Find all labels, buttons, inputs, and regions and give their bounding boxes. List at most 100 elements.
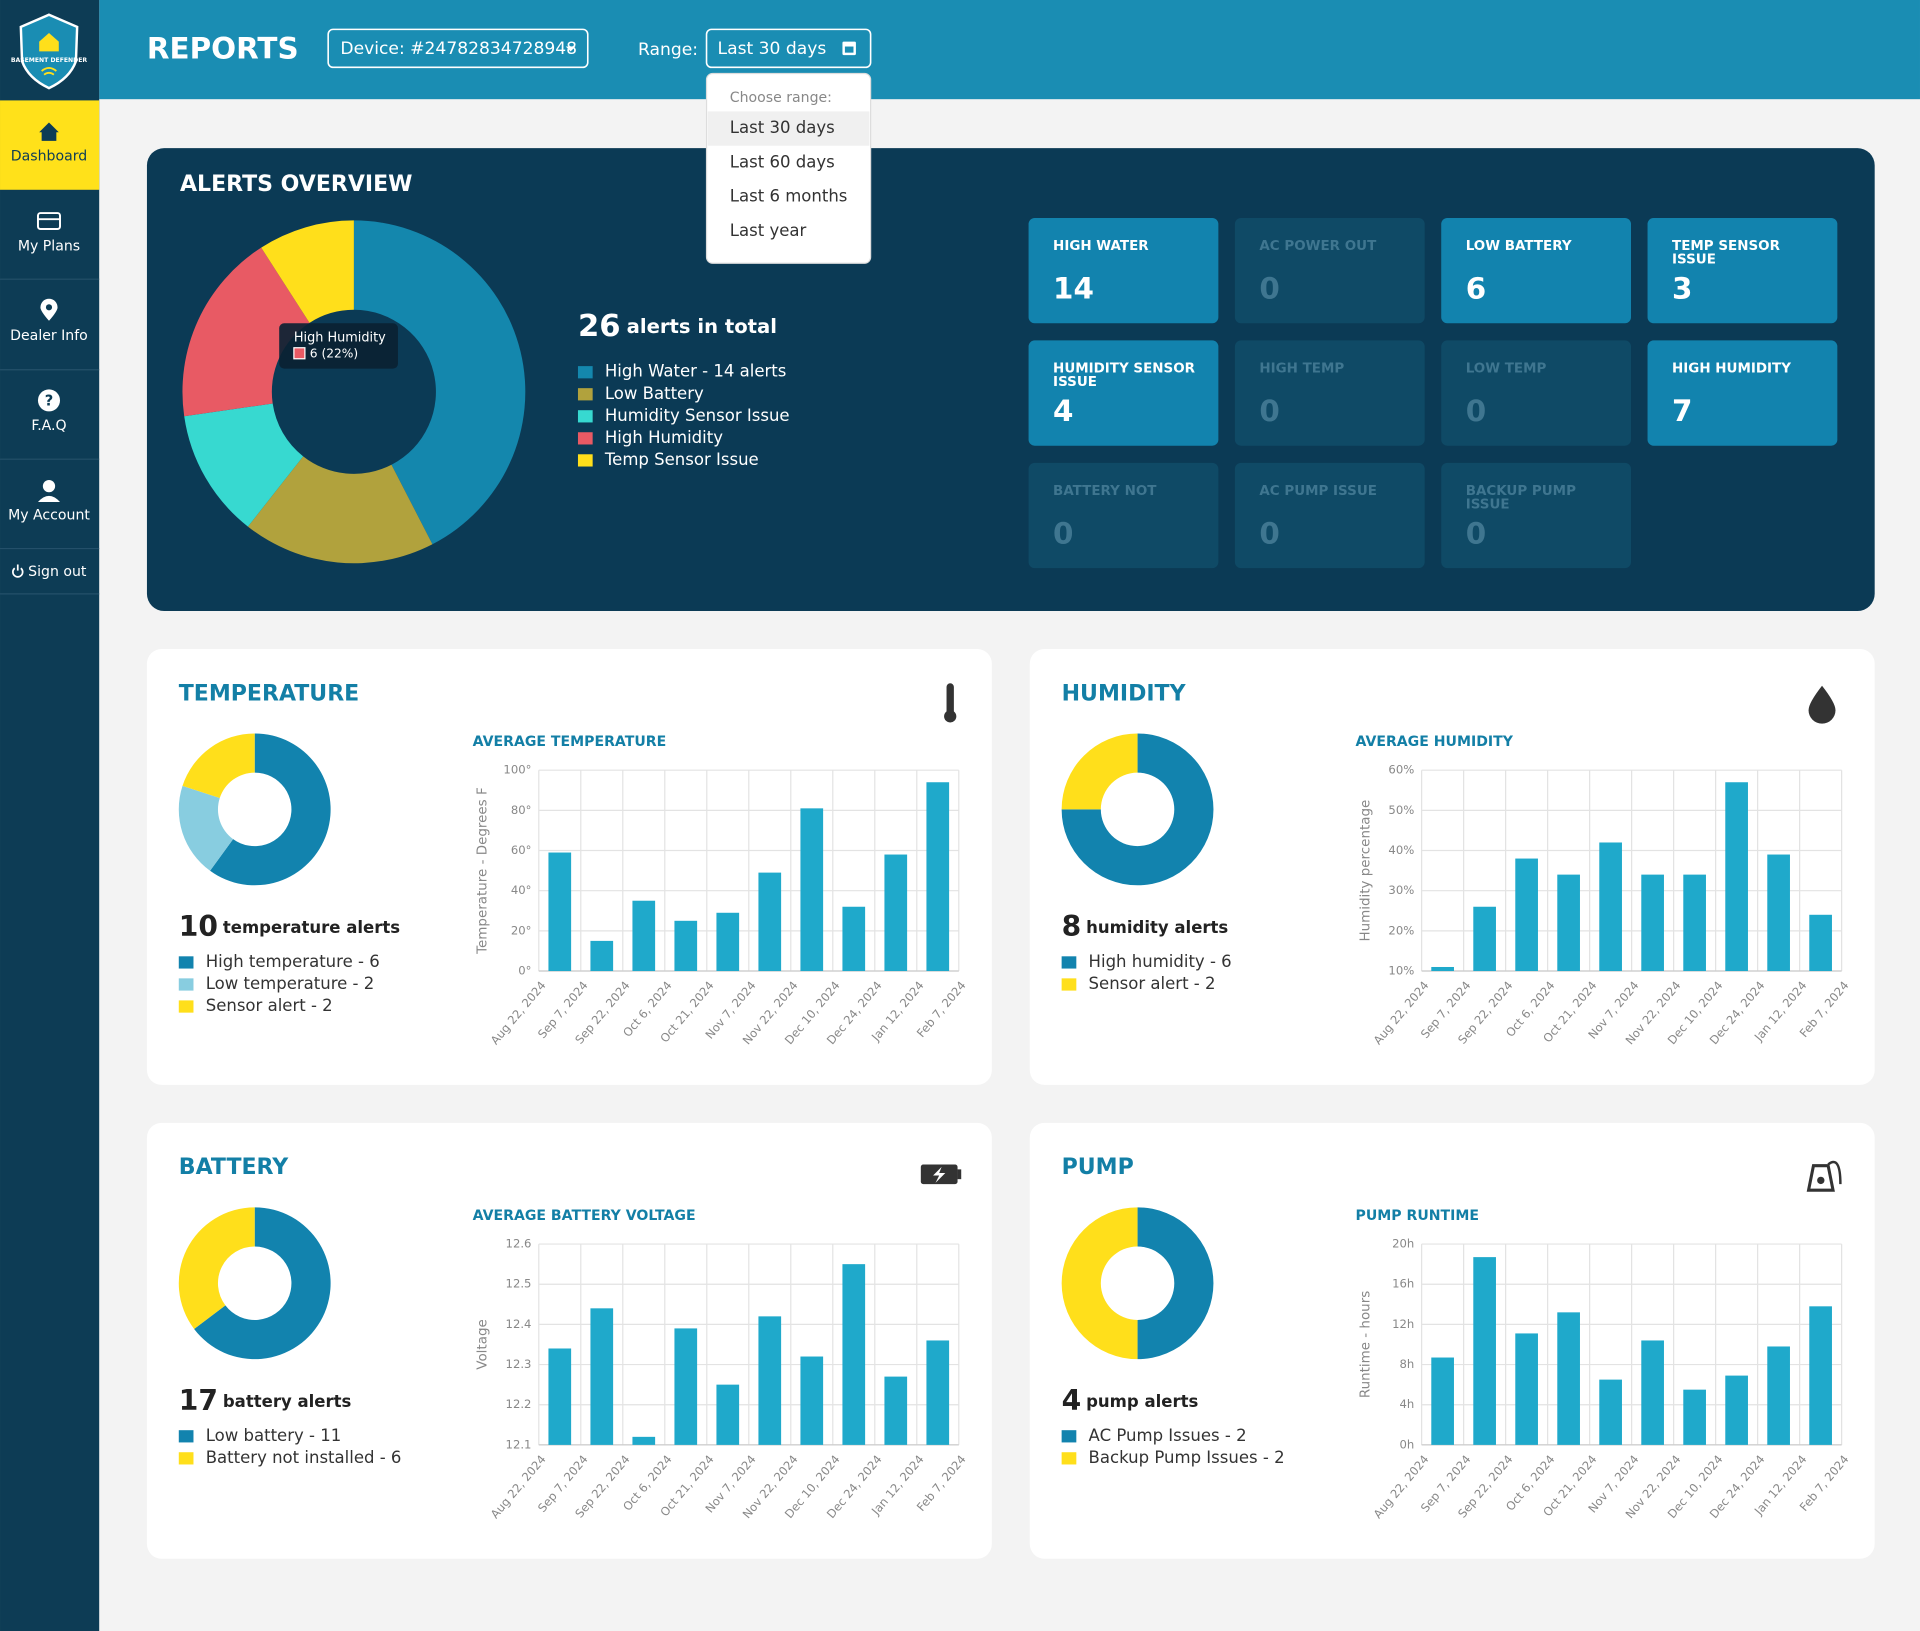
alert-card-value: 7 <box>1672 394 1692 428</box>
y-tick-label: 20° <box>511 923 532 937</box>
panel: TEMPERATURE 10 temperature alerts High temp… <box>146 648 992 1085</box>
bar <box>1599 842 1622 972</box>
panel: HUMIDITY 8 humidity alerts High humidity - … <box>1029 648 1875 1085</box>
y-tick-label: 60° <box>511 843 532 857</box>
count-number: 17 <box>179 1384 218 1417</box>
sign-out[interactable]: Sign out <box>28 564 87 580</box>
bar <box>674 1328 698 1445</box>
panel: PUMP 4 pump alerts AC Pump Issues - 2 Backup… <box>1029 1122 1875 1559</box>
bar <box>926 1340 950 1445</box>
legend-label: Humidity Sensor Issue <box>605 406 790 425</box>
nav-item[interactable]: My Account <box>8 508 90 524</box>
nav-item[interactable]: Dealer Info <box>10 328 88 344</box>
legend-swatch <box>178 956 194 969</box>
alert-card-label: BACKUP PUMP ISSUE <box>1466 484 1576 512</box>
alert-card-value: 6 <box>1466 272 1486 306</box>
calendar-icon <box>842 41 856 56</box>
chart-title: PUMP RUNTIME <box>1356 1208 1480 1224</box>
y-tick-label: 40% <box>1388 843 1414 857</box>
dropdown-option[interactable]: Last year <box>730 221 807 240</box>
bar <box>758 872 782 972</box>
legend-label: Sensor alert - 2 <box>1089 974 1216 993</box>
alert-card[interactable] <box>1441 462 1632 569</box>
device-select[interactable] <box>327 28 589 69</box>
alert-card[interactable] <box>1441 217 1632 324</box>
count-label: humidity alerts <box>1086 918 1228 937</box>
y-tick-label: 12.2 <box>506 1397 532 1411</box>
alerts-count: 17 battery alerts <box>179 1384 352 1417</box>
bar <box>1725 782 1748 972</box>
legend-swatch <box>178 978 194 991</box>
donut-segment <box>1061 1207 1138 1360</box>
range-select[interactable] <box>705 28 872 69</box>
nav-item[interactable]: Dashboard <box>11 149 87 165</box>
y-tick-label: 10% <box>1388 964 1414 978</box>
dropdown-option[interactable]: Last 60 days <box>730 152 835 171</box>
label-line: BACKUP PUMP <box>1466 484 1576 499</box>
legend-swatch <box>1061 978 1077 991</box>
dropdown-option[interactable]: Last 6 months <box>730 187 848 206</box>
panel-card <box>1029 648 1875 1085</box>
panel: BATTERY 17 battery alerts Low battery - 11 B… <box>146 1122 992 1559</box>
device-select-text[interactable]: Device: #24782834728948 <box>340 39 577 59</box>
page-title: REPORTS <box>147 32 299 66</box>
alert-card[interactable] <box>1647 340 1838 446</box>
icon <box>944 710 957 723</box>
label-line: HUMIDITY SENSOR <box>1053 362 1196 377</box>
donut-segment <box>178 785 234 871</box>
y-axis-label: Humidity percentage <box>1358 800 1373 942</box>
alert-card-label: LOW BATTERY <box>1466 239 1572 254</box>
legend-swatch <box>577 366 593 379</box>
alerts-count: 4 pump alerts <box>1062 1384 1199 1417</box>
panel-title: PUMP <box>1062 1155 1134 1180</box>
alert-card[interactable] <box>1234 462 1425 569</box>
bar <box>1809 914 1832 972</box>
bar <box>1767 854 1790 972</box>
chart-title: AVERAGE BATTERY VOLTAGE <box>473 1208 696 1224</box>
donut-segment <box>261 220 354 323</box>
nav-item[interactable]: F.A.Q <box>31 418 66 434</box>
y-axis-label: Runtime - hours <box>1358 1291 1373 1398</box>
bar <box>842 906 866 972</box>
bar <box>1767 1346 1790 1445</box>
alert-card-label: HUMIDITY SENSOR ISSUE <box>1053 362 1196 390</box>
bar <box>632 900 656 972</box>
alert-card[interactable] <box>1234 340 1425 446</box>
alert-card[interactable] <box>1028 340 1219 446</box>
dropdown-option[interactable]: Last 30 days <box>730 118 835 137</box>
y-tick-label: 0° <box>518 964 531 978</box>
icon <box>1806 1164 1835 1192</box>
count-label: pump alerts <box>1086 1392 1198 1411</box>
nav-item[interactable]: My Plans <box>18 238 80 254</box>
bar <box>800 1356 824 1445</box>
icon <box>946 683 954 716</box>
icon <box>1808 685 1836 724</box>
bar <box>800 808 824 972</box>
range-select-text[interactable]: Last 30 days <box>718 39 827 59</box>
alert-card[interactable] <box>1028 217 1219 324</box>
alert-card[interactable] <box>1028 462 1219 569</box>
logo-text: BASEMENT DEFENDER <box>11 57 88 64</box>
alert-card[interactable] <box>1441 340 1632 446</box>
sidebar <box>0 0 100 1631</box>
legend-label: High Water - 14 alerts <box>605 362 787 381</box>
alert-card-label: HIGH TEMP <box>1259 362 1344 377</box>
icon <box>957 1169 962 1180</box>
alert-card-value: 0 <box>1466 394 1486 428</box>
panel-title: HUMIDITY <box>1062 681 1187 706</box>
y-tick-label: 12.3 <box>506 1357 532 1371</box>
alert-card[interactable] <box>1647 217 1838 324</box>
count-number: 4 <box>1062 1384 1082 1417</box>
y-tick-label: 16h <box>1392 1277 1414 1291</box>
alert-card[interactable] <box>1234 217 1425 324</box>
bar <box>758 1316 782 1445</box>
alert-card-value: 3 <box>1672 272 1692 306</box>
bar <box>1809 1306 1832 1445</box>
legend-swatch <box>178 1430 194 1443</box>
tooltip-text: 6 (22%) <box>310 346 358 360</box>
svg-text:?: ? <box>45 393 54 410</box>
donut-segment <box>1061 733 1214 886</box>
logo: BASEMENT DEFENDER <box>11 13 88 90</box>
panel-title: TEMPERATURE <box>179 681 359 706</box>
